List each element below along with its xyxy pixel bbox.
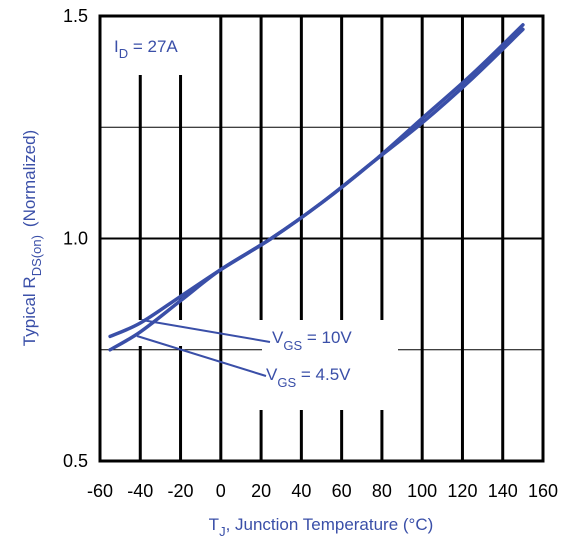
drain-current-annotation: ID = 27A	[114, 37, 178, 61]
series-label-4-5v: VGS = 4.5V	[266, 365, 351, 390]
x-tick-label: 80	[372, 481, 392, 501]
legend-mask	[262, 314, 398, 396]
x-axis-title: TJ, Junction Temperature (°C)	[209, 515, 434, 539]
annotation-layer: ID = 27A VGS = 10V VGS = 4.5V	[114, 37, 352, 390]
x-tick-label: 160	[528, 481, 558, 501]
curves	[108, 23, 525, 352]
leader-line-10v	[141, 319, 271, 343]
x-tick-label: 0	[216, 481, 226, 501]
series-label-10v: VGS = 10V	[272, 328, 352, 353]
x-tick-label: 140	[488, 481, 518, 501]
x-tick-label: 120	[447, 481, 477, 501]
x-tick-label: 20	[251, 481, 271, 501]
plot-frame	[98, 14, 545, 463]
y-axis-title: Typical RDS(on)(Normalized)	[20, 130, 44, 346]
y-tick-labels: 0.5 1.0 1.5	[63, 6, 88, 471]
x-tick-label: 100	[407, 481, 437, 501]
series-line-1	[108, 27, 525, 339]
id-label-mask	[104, 30, 214, 66]
grid	[100, 16, 543, 461]
x-tick-label: 60	[332, 481, 352, 501]
y-tick-label: 1.0	[63, 229, 88, 249]
x-tick-label: -20	[168, 481, 194, 501]
y-tick-label: 1.5	[63, 6, 88, 26]
x-tick-label: -60	[87, 481, 113, 501]
leader-line-4-5v	[136, 335, 267, 377]
x-tick-labels: -60 -40 -20 0 20 40 60 80 100 120 140 160	[87, 481, 558, 501]
x-tick-label: -40	[127, 481, 153, 501]
x-tick-label: 40	[291, 481, 311, 501]
y-tick-label: 0.5	[63, 451, 88, 471]
